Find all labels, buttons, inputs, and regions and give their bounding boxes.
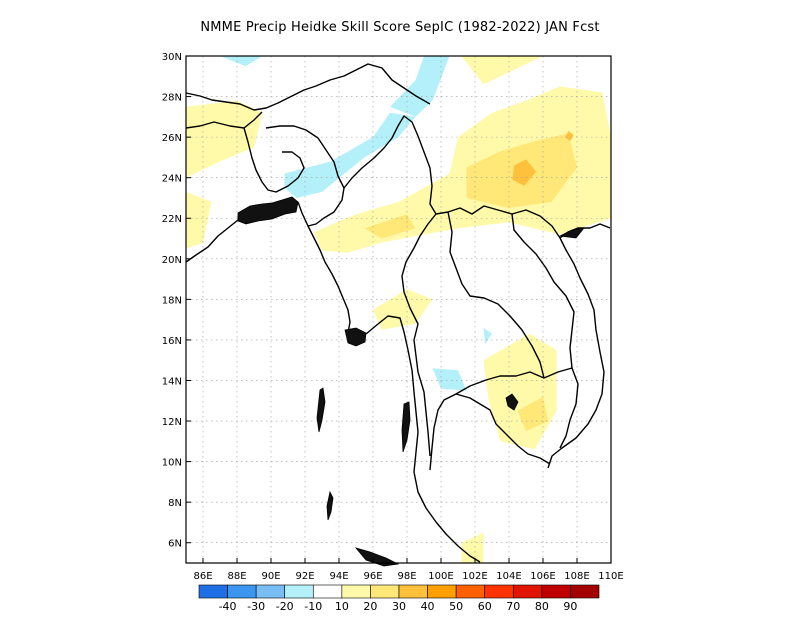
colorbar-swatch (284, 584, 314, 599)
colorbar-swatch (341, 584, 371, 599)
coastline-tenasserim (365, 315, 481, 563)
lon-tick-label: 110E (598, 571, 623, 582)
lon-tick-label: 108E (564, 571, 589, 582)
mergui-archipelago (401, 401, 411, 453)
map-title: NMME Precip Heidke Skill Score SepIC (19… (200, 20, 600, 35)
colorbar-swatch (541, 584, 571, 599)
nicobar-islands (326, 490, 334, 521)
lat-tick-label: 28N (162, 93, 182, 104)
colorbar-swatch (255, 584, 286, 599)
skill-region-14 (220, 56, 263, 67)
colorbar-swatch (570, 584, 600, 599)
ganges-delta (237, 196, 299, 225)
border-laos-vietnam (511, 213, 575, 369)
lon-tick-label: 90E (261, 571, 280, 582)
skill-region-2 (313, 86, 611, 253)
colorbar-swatch (227, 584, 257, 599)
lat-tick-label: 22N (162, 214, 182, 225)
lat-tick-label: 24N (162, 174, 182, 185)
lat-tick-label: 30N (162, 52, 182, 63)
colorbar-swatch (455, 584, 486, 599)
lat-tick-label: 10N (162, 458, 182, 469)
lon-tick-label: 88E (227, 571, 246, 582)
skill-region-11 (565, 131, 574, 142)
colorbar: -40 -30 -20 -10 10 20 30 40 50 60 70 80 90 (198, 584, 600, 613)
lon-tick-label: 86E (193, 571, 212, 582)
border-china-indochina (435, 205, 561, 239)
colorbar-label: 10 (335, 600, 349, 613)
border-cambodia (455, 367, 579, 449)
border-myanmar-thailand (401, 213, 437, 457)
colorbar-label: 50 (449, 600, 463, 613)
border-nepal-bhutan (185, 111, 319, 139)
skill-region-10 (512, 159, 537, 186)
lon-tick-label: 98E (397, 571, 416, 582)
skill-score-shading (186, 56, 611, 563)
skill-region-8 (364, 214, 416, 239)
skill-region-4 (373, 289, 433, 330)
skill-region-0 (186, 100, 263, 178)
skill-region-5 (483, 333, 557, 450)
border-himalaya (185, 63, 431, 111)
coastline-gulf-of-thailand (429, 393, 551, 471)
lon-tick-label: 106E (530, 571, 555, 582)
skill-region-9 (517, 396, 549, 432)
skill-region-12 (284, 112, 416, 198)
colorbar-label: 90 (563, 600, 577, 613)
skill-region-16 (483, 327, 492, 344)
skill-region-6 (461, 532, 484, 563)
lon-tick-label: 92E (295, 571, 314, 582)
colorbar-label: 40 (421, 600, 435, 613)
colorbar-swatch (312, 584, 343, 599)
lon-tick-label: 104E (496, 571, 521, 582)
irrawaddy-delta (344, 327, 367, 347)
skill-region-1 (186, 191, 212, 249)
colorbar-label: 70 (506, 600, 520, 613)
colorbar-swatch (512, 584, 543, 599)
lat-tick-label: 18N (162, 295, 182, 306)
longitude-tick-labels: 86E 88E 90E 92E 94E 96E 98E 100E 102E 104E 106E 108… (193, 558, 624, 582)
lat-tick-label: 16N (162, 336, 182, 347)
lat-tick-label: 14N (162, 376, 182, 387)
colorbar-label: -40 (219, 600, 237, 613)
colorbar-swatch (484, 584, 514, 599)
colorbar-label: 80 (535, 600, 549, 613)
map-frame (185, 55, 612, 564)
coastline-vietnam (547, 237, 605, 469)
colorbar-label: -20 (276, 600, 294, 613)
lon-tick-label: 94E (329, 571, 348, 582)
border-laos-thailand (447, 211, 545, 379)
lon-tick-label: 100E (428, 571, 453, 582)
lat-tick-label: 6N (168, 539, 182, 550)
skill-region-15 (432, 368, 467, 391)
colorbar-label: 60 (478, 600, 492, 613)
colorbar-swatch (370, 584, 400, 599)
colorbar-swatch (398, 584, 428, 599)
lat-tick-label: 20N (162, 255, 182, 266)
tonle-sap (505, 393, 519, 411)
andaman-islands (316, 387, 326, 433)
border-india-bangladesh (243, 127, 305, 193)
border-myanmar-china (343, 115, 437, 215)
lon-tick-label: 102E (462, 571, 487, 582)
hainan-gulf-islands (558, 227, 585, 239)
lat-tick-label: 8N (168, 498, 182, 509)
coastline-myanmar-west (297, 201, 351, 334)
lon-tick-label: 96E (363, 571, 382, 582)
colorbar-swatch (198, 584, 228, 599)
skill-region-3 (461, 56, 543, 85)
colorbar-label: -10 (304, 600, 322, 613)
border-india-myanmar (307, 137, 345, 227)
colorbar-label: -30 (247, 600, 265, 613)
coastlines-and-borders (185, 63, 611, 567)
lat-tick-label: 12N (162, 417, 182, 428)
skill-region-13 (390, 56, 450, 117)
colorbar-label: 30 (392, 600, 406, 613)
sumatra-tip (354, 547, 400, 567)
latitude-tick-labels: 6N 8N 10N 12N 14N 16N 18N 20N 22N 24N 26N 28N 30N (162, 52, 191, 550)
colorbar-label: 20 (363, 600, 377, 613)
colorbar-swatch (427, 584, 457, 599)
lat-tick-label: 26N (162, 133, 182, 144)
